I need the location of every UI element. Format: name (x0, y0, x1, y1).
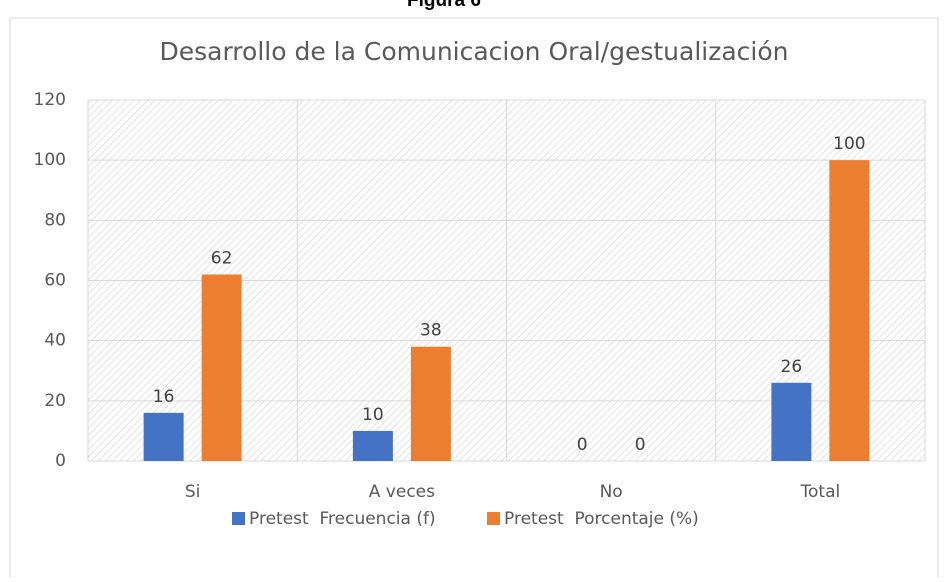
data-label: 10 (362, 405, 384, 425)
data-label: 16 (153, 387, 175, 407)
x-tick-label: No (600, 482, 623, 502)
legend-swatch (232, 512, 245, 525)
legend-label: Pretest Porcentaje (%) (504, 509, 699, 529)
figure-label: Figura 6 (407, 0, 481, 11)
bar (410, 346, 451, 461)
x-tick-label: Total (800, 482, 841, 502)
x-tick-label: Si (185, 482, 201, 502)
data-label: 100 (833, 134, 865, 154)
y-tick-label: 40 (44, 331, 66, 351)
bar (201, 274, 242, 461)
bar (771, 382, 812, 461)
data-label: 0 (577, 435, 588, 455)
y-tick-label: 60 (44, 271, 66, 291)
data-label: 26 (781, 357, 803, 377)
legend-swatch (487, 512, 500, 525)
y-tick-label: 100 (34, 150, 66, 170)
y-tick-label: 120 (34, 90, 66, 110)
data-label: 38 (420, 321, 442, 341)
y-tick-label: 0 (55, 451, 66, 471)
bar (829, 160, 870, 461)
y-tick-label: 20 (44, 391, 66, 411)
bar (352, 430, 393, 461)
data-label: 62 (211, 248, 233, 268)
y-tick-label: 80 (44, 210, 66, 230)
data-label: 0 (635, 435, 646, 455)
chart-title: Desarrollo de la Comunicacion Oral/gestu… (159, 37, 788, 66)
bar (143, 412, 184, 461)
x-tick-label: A veces (369, 482, 435, 502)
legend-label: Pretest Frecuencia (f) (249, 509, 436, 529)
